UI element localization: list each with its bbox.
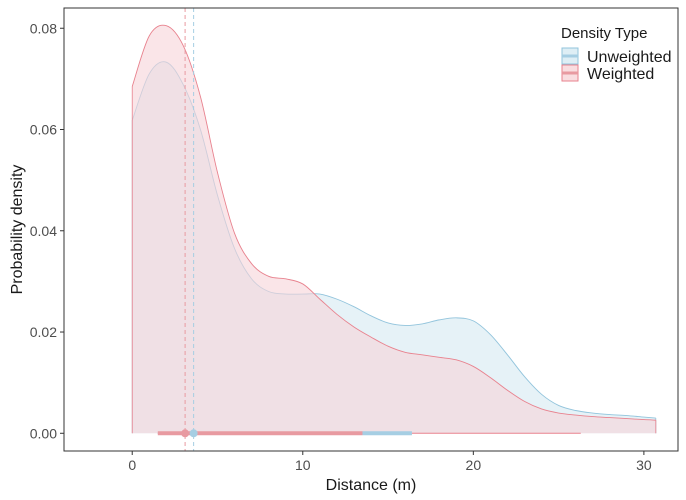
density-area-weighted [132,25,656,434]
y-axis-title: Probability density [9,165,26,295]
median-point-unweighted [189,429,198,438]
x-tick-label: 30 [636,457,652,473]
interval-bars [157,429,581,438]
median-lines [184,8,195,451]
y-tick-label: 0.06 [30,122,57,138]
median-point-weighted [181,429,190,438]
y-tick-label: 0.08 [30,20,57,36]
density-areas [131,24,657,434]
x-axis-ticks: 0 10 20 30 [128,451,652,473]
x-tick-label: 20 [466,457,482,473]
y-tick-label: 0.04 [30,223,57,239]
legend-label-unweighted: Unweighted [587,49,672,66]
legend-title: Density Type [561,25,647,42]
y-tick-label: 0.02 [30,324,57,340]
y-axis-ticks: 0.00 0.02 0.04 0.06 0.08 [30,20,64,441]
x-tick-label: 0 [128,457,136,473]
x-tick-label: 10 [295,457,311,473]
plot-panel-border [63,7,679,452]
legend-label-weighted: Weighted [587,66,654,83]
density-line-weighted [131,24,656,421]
y-tick-label: 0.00 [30,425,57,441]
x-axis-title: Distance (m) [326,477,417,494]
